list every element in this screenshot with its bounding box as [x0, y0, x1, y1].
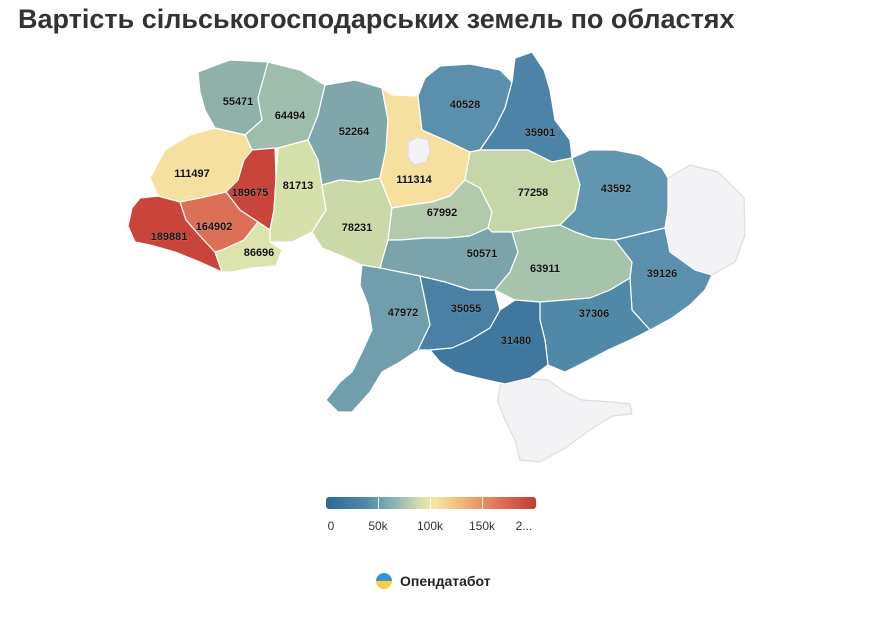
region-label-mykolaiv: 35055	[451, 303, 482, 315]
region-crimea	[497, 377, 633, 463]
legend-gradient-bar	[326, 497, 536, 509]
region-label-ternopil: 189675	[232, 187, 269, 199]
region-label-dnipro: 63911	[530, 263, 560, 275]
region-label-vinnytsia: 78231	[342, 222, 373, 234]
legend-label: 100k	[416, 519, 444, 533]
region-label-ivano-frankivsk: 164902	[196, 221, 233, 233]
legend-tick	[430, 497, 431, 509]
region-label-chernivtsi: 86696	[244, 247, 275, 259]
region-sumy[interactable]	[479, 51, 573, 163]
region-label-zhytomyr: 52264	[339, 126, 370, 138]
brand-footer: Опендатабот	[374, 570, 491, 592]
region-label-kherson: 31480	[501, 335, 532, 347]
region-chernivtsi[interactable]	[214, 221, 283, 273]
region-kyiv-city	[407, 136, 431, 166]
region-label-volyn: 55471	[223, 96, 254, 108]
brand-name: Опендатабот	[400, 573, 491, 589]
region-label-rivne: 64494	[275, 110, 306, 122]
region-label-sumy: 35901	[525, 127, 556, 139]
region-label-poltava: 77258	[518, 187, 549, 199]
region-label-zakarpattia: 189881	[151, 231, 188, 243]
region-label-khmelnytskyi: 81713	[283, 180, 314, 192]
legend-label: 50k	[368, 519, 388, 533]
region-label-kharkiv: 43592	[601, 183, 632, 195]
region-donetsk[interactable]	[614, 227, 713, 331]
region-label-odesa: 47972	[388, 307, 419, 319]
region-label-lviv: 111497	[174, 168, 210, 180]
region-label-kirovohrad: 50571	[467, 248, 498, 260]
legend-label: 0	[327, 519, 335, 533]
legend-label: 150k	[468, 519, 496, 533]
region-label-chernihiv: 40528	[450, 99, 481, 111]
opendatabot-logo-icon	[376, 573, 392, 589]
region-label-cherkasy: 67992	[427, 207, 458, 219]
region-kherson[interactable]	[429, 299, 549, 385]
color-legend: 0 50k 100k 150k 2...	[326, 497, 538, 541]
map-title: Вартість сільськогосподарських земель по…	[18, 4, 735, 34]
legend-tick	[482, 497, 483, 509]
legend-tick	[378, 497, 379, 509]
region-label-kyiv-oblast: 111314	[396, 174, 432, 186]
region-label-zaporizhzhia: 37306	[579, 308, 610, 320]
legend-label: 2...	[515, 519, 533, 533]
region-odesa[interactable]	[325, 264, 431, 413]
region-label-donetsk: 39126	[647, 268, 678, 280]
